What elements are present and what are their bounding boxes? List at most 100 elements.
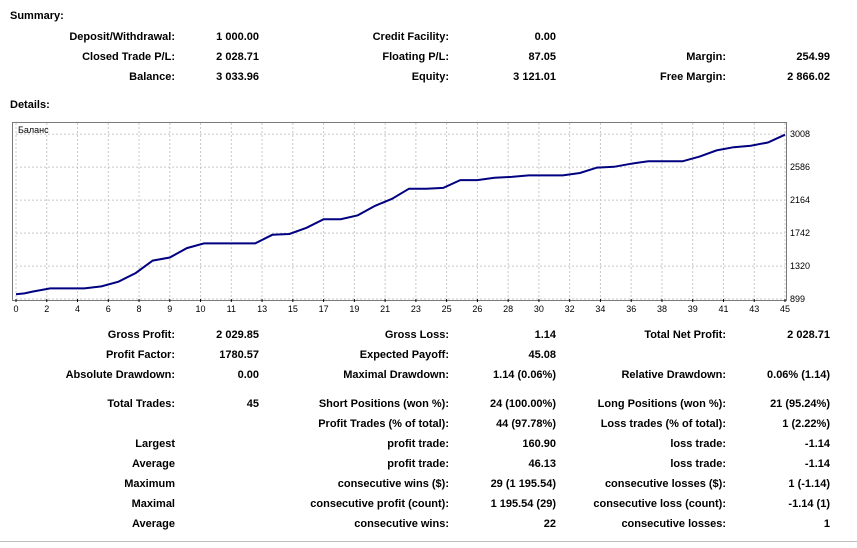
maximal-consecutive-loss-label: consecutive loss (count): <box>593 498 726 510</box>
short-positions-value: 24 (100.00%) <box>489 398 556 410</box>
expected-payoff-label: Expected Payoff: <box>359 349 449 361</box>
balance-series-line <box>15 133 786 296</box>
y-tick-label: 1742 <box>790 228 810 238</box>
x-tick-label: 26 <box>472 304 482 314</box>
maximal-drawdown-label: Maximal Drawdown: <box>343 369 449 381</box>
x-tick-label: 32 <box>565 304 575 314</box>
max-consecutive-wins-value: 29 (1 195.54) <box>490 478 556 490</box>
x-tick-label: 43 <box>749 304 759 314</box>
margin-label: Margin: <box>686 51 726 63</box>
maximal-consecutive-profit-value: 1 195.54 (29) <box>490 498 556 510</box>
x-tick-label: 0 <box>13 304 18 314</box>
closed-trade-pl-value: 2 028.71 <box>216 51 259 63</box>
max-consecutive-wins-label: consecutive wins ($): <box>337 478 449 490</box>
total-trades-value: 45 <box>246 398 259 410</box>
x-tick-label: 45 <box>780 304 790 314</box>
average-consecutive-losses-value: 1 <box>823 518 830 530</box>
average-profit-trade-label: profit trade: <box>387 458 449 470</box>
deposit-value: 1 000.00 <box>216 31 259 43</box>
x-tick-label: 19 <box>349 304 359 314</box>
maximal-consecutive-loss-value: -1.14 (1) <box>788 498 830 510</box>
average-consecutive-wins-value: 22 <box>543 518 556 530</box>
relative-drawdown-value: 0.06% (1.14) <box>767 369 830 381</box>
free-margin-label: Free Margin: <box>659 71 726 83</box>
credit-facility-value: 0.00 <box>534 31 556 43</box>
largest-loss-trade-label: loss trade: <box>670 438 726 450</box>
gross-profit-value: 2 029.85 <box>216 329 259 341</box>
y-axis-ticks: 899 1320 1742 2164 2586 3008 <box>790 129 810 304</box>
x-tick-label: 28 <box>503 304 513 314</box>
total-net-profit-value: 2 028.71 <box>787 329 830 341</box>
chart-series <box>15 133 786 296</box>
profit-trades-value: 44 (97.78%) <box>496 418 556 430</box>
equity-value: 3 121.01 <box>513 71 556 83</box>
max-consecutive-losses-value: 1 (-1.14) <box>788 478 830 490</box>
x-tick-label: 8 <box>137 304 142 314</box>
chart-title: Баланс <box>18 125 49 135</box>
long-positions-label: Long Positions (won %): <box>597 398 726 410</box>
absolute-drawdown-value: 0.00 <box>237 369 259 381</box>
average-label: Average <box>131 458 175 470</box>
profit-factor-value: 1780.57 <box>219 349 259 361</box>
balance-value: 3 033.96 <box>216 71 259 83</box>
total-net-profit-label: Total Net Profit: <box>644 329 726 341</box>
profit-trades-label: Profit Trades (% of total): <box>318 418 449 430</box>
short-positions-label: Short Positions (won %): <box>318 398 449 410</box>
x-tick-label: 15 <box>288 304 298 314</box>
gross-loss-label: Gross Loss: <box>384 329 449 341</box>
x-tick-label: 25 <box>442 304 452 314</box>
long-positions-value: 21 (95.24%) <box>770 398 830 410</box>
balance-chart: 899 1320 1742 2164 2586 3008 0 2 4 6 8 9 10 11 13 15 17… <box>13 123 810 314</box>
largest-profit-trade-value: 160.90 <box>522 438 556 450</box>
absolute-drawdown-label: Absolute Drawdown: <box>65 369 175 381</box>
x-tick-label: 34 <box>595 304 605 314</box>
loss-trades-value: 1 (2.22%) <box>782 418 830 430</box>
average-loss-trade-value: -1.14 <box>804 458 830 470</box>
x-tick-label: 11 <box>227 304 236 314</box>
x-tick-label: 9 <box>167 304 172 314</box>
credit-facility-label: Credit Facility: <box>372 31 449 43</box>
x-tick-label: 39 <box>688 304 698 314</box>
total-trades-label: Total Trades: <box>107 398 175 410</box>
x-tick-label: 41 <box>718 304 728 314</box>
chart-grid <box>15 123 786 300</box>
average-consecutive-wins-label: consecutive wins: <box>354 518 449 530</box>
y-tick-label: 899 <box>790 294 805 304</box>
maximal-label: Maximal <box>131 498 175 510</box>
closed-trade-pl-label: Closed Trade P/L: <box>82 51 175 63</box>
maximum-label: Maximum <box>124 478 175 490</box>
x-tick-label: 23 <box>411 304 421 314</box>
x-tick-label: 6 <box>106 304 111 314</box>
y-tick-label: 3008 <box>790 129 810 139</box>
average-loss-trade-label: loss trade: <box>670 458 726 470</box>
profit-factor-label: Profit Factor: <box>105 349 175 361</box>
average-profit-trade-value: 46.13 <box>528 458 556 470</box>
loss-trades-label: Loss trades (% of total): <box>600 418 726 430</box>
x-tick-label: 10 <box>196 304 206 314</box>
summary-title: Summary: <box>10 10 64 22</box>
bottom-divider <box>0 541 857 542</box>
x-tick-label: 2 <box>44 304 49 314</box>
balance-label: Balance: <box>129 71 175 83</box>
gross-loss-value: 1.14 <box>534 329 556 341</box>
free-margin-value: 2 866.02 <box>787 71 830 83</box>
y-tick-label: 2164 <box>790 195 810 205</box>
floating-pl-value: 87.05 <box>528 51 556 63</box>
gross-profit-label: Gross Profit: <box>107 329 175 341</box>
x-tick-label: 13 <box>257 304 267 314</box>
x-tick-label: 36 <box>626 304 636 314</box>
x-tick-label: 21 <box>380 304 390 314</box>
average-consecutive-losses-label: consecutive losses: <box>621 518 726 530</box>
details-title: Details: <box>10 99 50 111</box>
deposit-label: Deposit/Withdrawal: <box>69 31 175 43</box>
y-tick-label: 2586 <box>790 162 810 172</box>
x-tick-label: 30 <box>534 304 544 314</box>
balance-chart-frame <box>12 122 787 301</box>
y-tick-label: 1320 <box>790 261 810 271</box>
relative-drawdown-label: Relative Drawdown: <box>621 369 726 381</box>
x-tick-label: 38 <box>657 304 667 314</box>
margin-value: 254.99 <box>796 51 830 63</box>
expected-payoff-value: 45.08 <box>528 349 556 361</box>
floating-pl-label: Floating P/L: <box>382 51 449 63</box>
x-axis-ticks: 0 2 4 6 8 9 10 11 13 15 17 19 21 23 25 26 28 30 32 34 36 38 39… <box>13 299 790 314</box>
